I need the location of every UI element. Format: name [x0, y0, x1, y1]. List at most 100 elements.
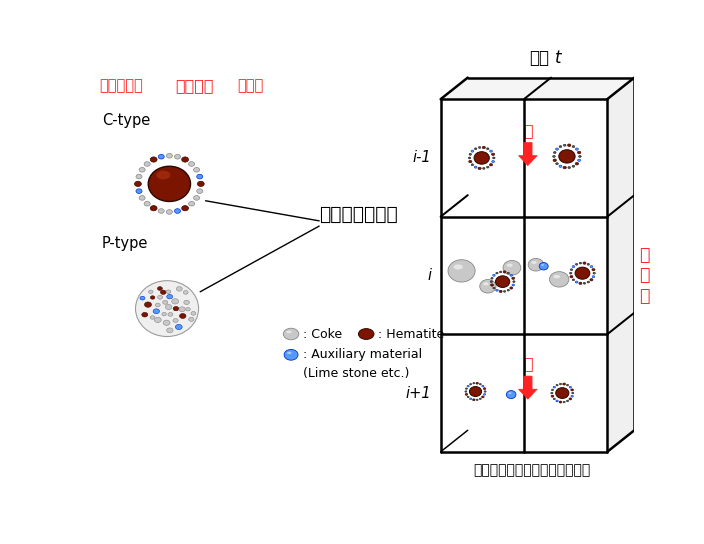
- Ellipse shape: [493, 274, 495, 276]
- Text: 熱: 熱: [523, 123, 533, 138]
- Ellipse shape: [590, 265, 593, 268]
- Ellipse shape: [173, 318, 178, 323]
- Ellipse shape: [142, 312, 148, 317]
- Ellipse shape: [575, 281, 578, 283]
- Text: 焼結層内で: 焼結層内で: [100, 78, 144, 94]
- Text: : Auxiliary material: : Auxiliary material: [303, 348, 422, 361]
- Ellipse shape: [483, 282, 489, 286]
- Ellipse shape: [539, 263, 548, 270]
- Ellipse shape: [162, 312, 166, 316]
- Ellipse shape: [139, 196, 145, 200]
- Ellipse shape: [151, 296, 155, 299]
- Ellipse shape: [528, 258, 543, 271]
- Ellipse shape: [553, 398, 555, 400]
- Ellipse shape: [196, 174, 203, 179]
- Ellipse shape: [551, 392, 553, 394]
- Ellipse shape: [154, 317, 161, 323]
- Text: : Coke: : Coke: [303, 327, 343, 341]
- Ellipse shape: [158, 209, 164, 213]
- Ellipse shape: [196, 189, 203, 194]
- Ellipse shape: [478, 146, 481, 149]
- Ellipse shape: [158, 154, 164, 159]
- Ellipse shape: [496, 276, 510, 287]
- Ellipse shape: [555, 148, 558, 150]
- Ellipse shape: [287, 331, 292, 333]
- Ellipse shape: [161, 290, 166, 294]
- Ellipse shape: [472, 399, 475, 401]
- Ellipse shape: [507, 272, 510, 274]
- Polygon shape: [441, 78, 634, 99]
- Ellipse shape: [358, 329, 374, 339]
- Ellipse shape: [570, 269, 572, 270]
- Ellipse shape: [189, 201, 194, 206]
- Ellipse shape: [551, 389, 553, 391]
- Ellipse shape: [139, 168, 145, 172]
- Ellipse shape: [482, 168, 485, 169]
- Ellipse shape: [496, 272, 498, 274]
- Ellipse shape: [572, 146, 574, 147]
- Ellipse shape: [283, 328, 298, 340]
- Ellipse shape: [194, 168, 200, 172]
- Ellipse shape: [572, 392, 574, 394]
- Ellipse shape: [575, 267, 590, 279]
- Ellipse shape: [551, 395, 554, 397]
- Ellipse shape: [507, 289, 510, 291]
- Ellipse shape: [134, 181, 142, 187]
- Ellipse shape: [491, 284, 494, 286]
- Ellipse shape: [476, 399, 478, 400]
- Ellipse shape: [465, 391, 467, 392]
- Ellipse shape: [491, 160, 494, 163]
- Ellipse shape: [559, 150, 575, 163]
- Ellipse shape: [567, 400, 569, 402]
- Text: i+1: i+1: [406, 386, 432, 400]
- Ellipse shape: [571, 395, 573, 397]
- Ellipse shape: [491, 277, 494, 279]
- Text: i-1: i-1: [413, 151, 432, 165]
- Ellipse shape: [560, 383, 562, 385]
- Ellipse shape: [500, 271, 502, 273]
- Ellipse shape: [163, 320, 170, 325]
- Ellipse shape: [513, 281, 515, 282]
- Ellipse shape: [474, 152, 489, 164]
- Ellipse shape: [568, 166, 570, 169]
- Ellipse shape: [284, 349, 298, 360]
- Ellipse shape: [150, 316, 155, 319]
- Ellipse shape: [553, 159, 556, 162]
- Text: 【コントロールボリューム法】: 【コントロールボリューム法】: [474, 463, 591, 478]
- Ellipse shape: [175, 154, 180, 159]
- Text: を形成: を形成: [237, 78, 264, 94]
- Ellipse shape: [512, 277, 515, 280]
- Ellipse shape: [556, 384, 558, 386]
- Ellipse shape: [503, 290, 505, 292]
- Polygon shape: [608, 78, 634, 452]
- Ellipse shape: [550, 271, 569, 287]
- Ellipse shape: [182, 206, 189, 211]
- Ellipse shape: [156, 303, 161, 307]
- Ellipse shape: [503, 261, 521, 275]
- Text: 熱: 熱: [523, 356, 533, 372]
- Ellipse shape: [153, 309, 160, 314]
- Ellipse shape: [189, 162, 194, 166]
- Ellipse shape: [468, 157, 471, 159]
- Ellipse shape: [482, 396, 484, 398]
- Text: 反
応
熱: 反 応 熱: [639, 246, 649, 305]
- Ellipse shape: [166, 209, 172, 214]
- Ellipse shape: [532, 261, 536, 264]
- Ellipse shape: [579, 156, 582, 157]
- Text: i: i: [427, 268, 432, 283]
- Ellipse shape: [484, 391, 486, 392]
- Ellipse shape: [512, 284, 515, 286]
- Ellipse shape: [503, 271, 506, 273]
- Ellipse shape: [556, 400, 558, 402]
- Ellipse shape: [575, 162, 579, 165]
- Ellipse shape: [571, 389, 574, 391]
- Ellipse shape: [184, 300, 189, 305]
- Ellipse shape: [173, 306, 179, 311]
- Ellipse shape: [179, 307, 185, 312]
- Ellipse shape: [553, 386, 555, 388]
- Ellipse shape: [575, 263, 578, 265]
- Text: t: t: [555, 49, 561, 67]
- Ellipse shape: [579, 262, 582, 264]
- Ellipse shape: [508, 392, 512, 394]
- Ellipse shape: [479, 280, 496, 293]
